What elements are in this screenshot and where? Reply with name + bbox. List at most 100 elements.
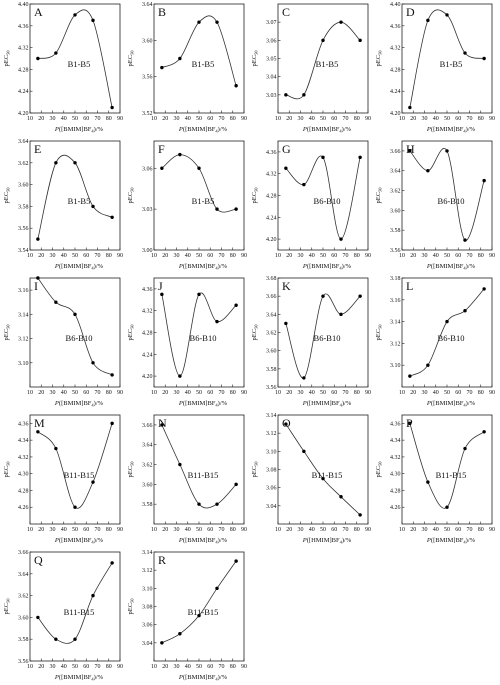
x-tick-label: 20 xyxy=(38,664,44,670)
panel-j: 10 20 30 40 50 60 70 80 90 4.20 4.24 4.28 4.32 4.36 pE… xyxy=(127,277,247,408)
panel-b: 10 20 30 40 50 60 70 80 90 3.52 3.56 3.60 3.64 pEC50 P… xyxy=(127,2,247,134)
x-tick-label: 50 xyxy=(72,116,78,122)
data-point xyxy=(284,166,288,170)
y-tick-label: 3.60 xyxy=(18,615,29,621)
x-tick-label: 80 xyxy=(478,253,484,259)
y-tick-label: 3.62 xyxy=(390,189,401,195)
x-tick-label: 70 xyxy=(467,116,473,122)
data-point xyxy=(197,502,201,506)
data-point xyxy=(215,319,219,324)
data-point xyxy=(234,303,238,307)
y-tick-label: 3.00 xyxy=(142,248,153,254)
y-tick-label: 4.30 xyxy=(18,472,29,478)
y-tick-label: 4.28 xyxy=(390,488,401,494)
y-tick-label: 4.24 xyxy=(390,89,401,95)
x-axis-label: P([BMIM]BF4)/% xyxy=(178,674,228,682)
data-point xyxy=(178,374,182,378)
x-tick-label: 90 xyxy=(365,390,371,396)
x-tick-label: 10 xyxy=(151,527,157,533)
x-tick-label: 90 xyxy=(241,390,247,396)
data-point xyxy=(408,374,412,378)
panel-letter: B xyxy=(158,5,166,19)
y-axis-label: pEC50 xyxy=(251,50,259,67)
x-tick-label: 40 xyxy=(185,116,191,122)
series-line xyxy=(161,424,237,509)
panel-k: 10 20 30 40 50 60 70 80 90 3.56 3.58 3.60 3.62 3.64 3.… xyxy=(251,276,371,408)
x-tick-label: 70 xyxy=(219,253,225,259)
y-tick-label: 4.36 xyxy=(18,24,29,30)
x-tick-label: 50 xyxy=(72,527,78,533)
x-axis-label: P([BMIM]BF4)/% xyxy=(426,126,476,134)
y-tick-label: 3.14 xyxy=(142,550,153,556)
x-tick-label: 50 xyxy=(196,253,202,259)
x-tick-label: 80 xyxy=(230,116,236,122)
y-tick-label: 4.34 xyxy=(390,438,401,444)
y-tick-label: 3.16 xyxy=(18,288,29,294)
x-tick-label: 20 xyxy=(410,253,416,259)
panel-letter: F xyxy=(158,142,165,156)
panel-letter: C xyxy=(282,5,290,19)
data-point xyxy=(215,207,219,211)
x-tick-label: 30 xyxy=(174,527,180,533)
x-tick-label: 90 xyxy=(241,116,247,122)
x-tick-label: 70 xyxy=(467,253,473,259)
data-point xyxy=(110,561,114,565)
y-tick-label: 3.08 xyxy=(142,605,153,611)
y-tick-label: 3.60 xyxy=(18,183,29,189)
y-tick-label: 3.56 xyxy=(18,659,29,665)
x-tick-label: 40 xyxy=(61,390,67,396)
x-tick-label: 60 xyxy=(207,390,213,396)
x-axis-label: P([BMIM]BF4)/% xyxy=(426,263,476,271)
panel-letter: D xyxy=(406,5,415,19)
data-point xyxy=(482,430,486,434)
x-tick-label: 80 xyxy=(106,390,112,396)
x-tick-label: 40 xyxy=(433,390,439,396)
group-label: B1-B5 xyxy=(192,59,215,69)
y-tick-label: 3.10 xyxy=(266,449,277,455)
y-tick-label: 4.36 xyxy=(390,24,401,30)
x-tick-label: 60 xyxy=(455,527,461,533)
data-point xyxy=(73,161,77,165)
x-tick-label: 80 xyxy=(354,253,360,259)
x-axis-label: P([BMIM]BF4)/% xyxy=(54,400,104,408)
x-tick-label: 50 xyxy=(444,116,450,122)
series-line xyxy=(409,423,485,509)
x-tick-label: 90 xyxy=(117,390,123,396)
x-tick-label: 60 xyxy=(83,253,89,259)
data-point xyxy=(321,476,325,481)
y-tick-label: 3.64 xyxy=(18,572,29,578)
x-tick-label: 20 xyxy=(162,664,168,670)
y-tick-label: 3.04 xyxy=(266,504,277,510)
data-point xyxy=(36,430,40,434)
y-tick-label: 4.28 xyxy=(390,67,401,73)
y-tick-label: 4.40 xyxy=(18,2,29,8)
x-tick-label: 10 xyxy=(27,253,33,259)
y-tick-label: 3.16 xyxy=(390,298,401,304)
panel-letter: H xyxy=(406,142,415,156)
data-point xyxy=(284,93,288,97)
data-point xyxy=(54,51,58,55)
data-point xyxy=(426,169,430,173)
data-point xyxy=(426,480,430,484)
y-tick-label: 3.05 xyxy=(266,57,277,63)
data-point xyxy=(339,237,343,241)
data-point xyxy=(234,559,238,563)
panel-h: 10 20 30 40 50 60 70 80 90 3.56 3.58 3.60 3.62 3.64 3.… xyxy=(375,140,495,271)
y-tick-label: 3.03 xyxy=(142,207,153,213)
data-point xyxy=(321,38,325,43)
data-point xyxy=(91,593,95,598)
x-tick-label: 20 xyxy=(286,253,292,259)
data-point xyxy=(73,312,77,317)
panel-n: 10 20 30 40 50 60 70 80 90 3.58 3.60 3.62 3.64 3.66 pE… xyxy=(127,414,247,545)
y-tick-label: 4.32 xyxy=(266,172,277,178)
x-tick-label: 30 xyxy=(174,390,180,396)
y-tick-label: 3.03 xyxy=(266,93,277,99)
y-axis-label: pEC50 xyxy=(251,324,259,341)
y-axis-label: pEC50 xyxy=(375,187,383,204)
group-label: B11-B15 xyxy=(64,470,95,480)
data-point xyxy=(358,513,362,517)
data-point xyxy=(54,637,58,641)
panel-letter: K xyxy=(282,279,291,293)
data-point xyxy=(110,105,114,110)
x-tick-label: 70 xyxy=(343,253,349,259)
